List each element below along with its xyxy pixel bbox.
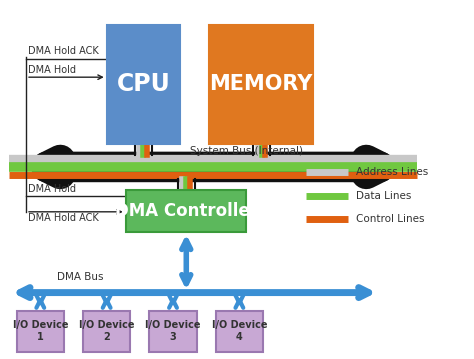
FancyBboxPatch shape: [216, 311, 263, 352]
Text: DMA Controller: DMA Controller: [115, 202, 257, 220]
Text: DMA Hold: DMA Hold: [28, 184, 76, 194]
Text: I/O Device
2: I/O Device 2: [79, 320, 135, 342]
Text: DMA Hold ACK: DMA Hold ACK: [28, 213, 99, 223]
Text: DMA Hold: DMA Hold: [28, 65, 76, 75]
Text: I/O Device
3: I/O Device 3: [145, 320, 201, 342]
FancyBboxPatch shape: [209, 25, 313, 144]
Text: System Bus (Internal): System Bus (Internal): [190, 146, 303, 156]
FancyBboxPatch shape: [83, 311, 130, 352]
Text: DMA Bus: DMA Bus: [57, 272, 104, 282]
Text: Data Lines: Data Lines: [356, 191, 411, 201]
Text: MEMORY: MEMORY: [209, 74, 312, 94]
Text: I/O Device
4: I/O Device 4: [211, 320, 267, 342]
FancyBboxPatch shape: [149, 311, 197, 352]
FancyBboxPatch shape: [126, 190, 246, 232]
FancyBboxPatch shape: [17, 311, 64, 352]
FancyBboxPatch shape: [107, 25, 180, 144]
Text: CPU: CPU: [117, 73, 170, 96]
Text: I/O Device
1: I/O Device 1: [12, 320, 68, 342]
Text: DMA Hold ACK: DMA Hold ACK: [28, 46, 99, 56]
Text: Address Lines: Address Lines: [356, 167, 428, 177]
Text: Control Lines: Control Lines: [356, 214, 424, 224]
